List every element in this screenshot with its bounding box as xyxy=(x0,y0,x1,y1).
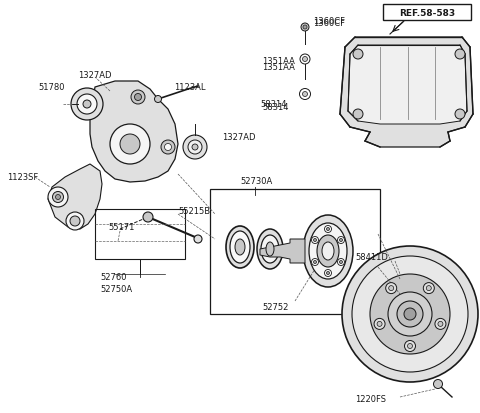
Circle shape xyxy=(352,256,468,372)
Text: 1360CF: 1360CF xyxy=(313,17,345,26)
Circle shape xyxy=(377,322,382,327)
Circle shape xyxy=(423,283,434,294)
Circle shape xyxy=(455,110,465,120)
Circle shape xyxy=(326,228,329,231)
Bar xyxy=(95,209,185,259)
Circle shape xyxy=(339,239,343,242)
Ellipse shape xyxy=(266,242,274,256)
Circle shape xyxy=(370,274,450,354)
Ellipse shape xyxy=(230,231,250,263)
Circle shape xyxy=(120,135,140,154)
Text: REF.58-583: REF.58-583 xyxy=(399,9,455,17)
Circle shape xyxy=(435,318,446,330)
Polygon shape xyxy=(340,38,473,147)
Text: 55215B: 55215B xyxy=(178,207,210,216)
Circle shape xyxy=(302,57,308,62)
Text: 1351AA: 1351AA xyxy=(262,57,295,66)
Ellipse shape xyxy=(309,223,347,279)
Circle shape xyxy=(302,92,308,97)
Circle shape xyxy=(426,286,432,291)
Bar xyxy=(210,190,380,314)
Circle shape xyxy=(312,237,319,244)
Circle shape xyxy=(161,141,175,154)
Circle shape xyxy=(404,308,416,320)
Circle shape xyxy=(66,212,84,230)
Text: 51780: 51780 xyxy=(38,82,64,91)
Ellipse shape xyxy=(257,230,283,269)
Circle shape xyxy=(71,89,103,121)
Circle shape xyxy=(374,318,385,330)
Circle shape xyxy=(303,26,307,30)
Text: 52750A: 52750A xyxy=(100,285,132,294)
Circle shape xyxy=(408,344,412,349)
Circle shape xyxy=(48,188,68,207)
Circle shape xyxy=(300,89,311,100)
Circle shape xyxy=(183,136,207,159)
Text: 1327AD: 1327AD xyxy=(222,133,255,142)
Circle shape xyxy=(194,235,202,243)
Text: 1123SF: 1123SF xyxy=(7,173,38,182)
Polygon shape xyxy=(260,240,305,263)
Circle shape xyxy=(143,212,153,223)
Ellipse shape xyxy=(235,240,245,255)
Ellipse shape xyxy=(317,235,339,267)
Circle shape xyxy=(337,259,345,266)
Circle shape xyxy=(313,261,316,264)
Circle shape xyxy=(56,195,60,200)
Circle shape xyxy=(324,226,332,233)
Circle shape xyxy=(388,292,432,336)
Circle shape xyxy=(192,145,198,151)
Circle shape xyxy=(455,50,465,60)
Circle shape xyxy=(326,272,329,275)
Ellipse shape xyxy=(303,216,353,287)
Circle shape xyxy=(313,239,316,242)
Circle shape xyxy=(312,259,319,266)
Circle shape xyxy=(300,55,310,65)
Ellipse shape xyxy=(261,235,279,263)
Text: 1327AD: 1327AD xyxy=(78,70,111,79)
Circle shape xyxy=(77,95,97,115)
Text: 58314: 58314 xyxy=(262,103,288,112)
Circle shape xyxy=(324,270,332,277)
Text: 1220FS: 1220FS xyxy=(355,394,386,404)
Text: 52752: 52752 xyxy=(262,303,288,312)
Ellipse shape xyxy=(322,242,334,260)
Circle shape xyxy=(134,94,142,101)
Circle shape xyxy=(188,141,202,154)
Text: 1360CF: 1360CF xyxy=(313,19,345,27)
Text: 55171: 55171 xyxy=(108,223,134,232)
Circle shape xyxy=(397,301,423,327)
Text: 58411D: 58411D xyxy=(355,253,388,262)
Circle shape xyxy=(83,101,91,109)
Text: 52760: 52760 xyxy=(100,273,127,282)
Text: 1351AA: 1351AA xyxy=(262,62,295,71)
Circle shape xyxy=(386,283,396,294)
Circle shape xyxy=(70,216,80,226)
Circle shape xyxy=(353,50,363,60)
Circle shape xyxy=(405,341,416,351)
Circle shape xyxy=(342,247,478,382)
Circle shape xyxy=(353,110,363,120)
Polygon shape xyxy=(348,46,467,125)
Circle shape xyxy=(339,261,343,264)
Text: 58314: 58314 xyxy=(260,100,287,109)
Circle shape xyxy=(389,286,394,291)
Circle shape xyxy=(165,144,171,151)
Text: 52730A: 52730A xyxy=(240,177,272,186)
Circle shape xyxy=(301,24,309,32)
Circle shape xyxy=(131,91,145,105)
Polygon shape xyxy=(48,165,102,230)
Circle shape xyxy=(52,192,63,203)
Ellipse shape xyxy=(226,226,254,268)
Bar xyxy=(383,5,471,21)
Text: 1123AL: 1123AL xyxy=(174,83,205,92)
Polygon shape xyxy=(90,82,178,183)
Circle shape xyxy=(438,322,443,327)
Circle shape xyxy=(337,237,345,244)
Circle shape xyxy=(110,125,150,165)
Circle shape xyxy=(155,96,161,103)
Circle shape xyxy=(433,380,443,389)
